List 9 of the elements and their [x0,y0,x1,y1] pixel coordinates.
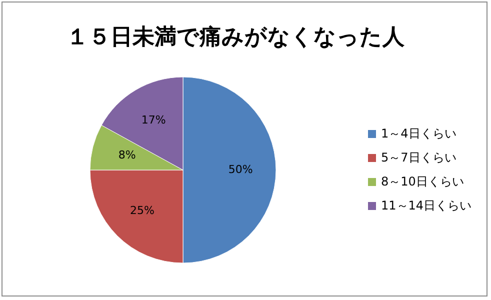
legend-label: 11～14日くらい [381,198,472,212]
chart-title: １５日未満で痛みがなくなった人 [66,25,406,50]
data-label: 17% [141,113,166,126]
data-label: 25% [130,204,154,217]
legend-label: 5～7日くらい [381,150,456,164]
legend-label: 8～10日くらい [381,174,464,188]
data-label: 8% [118,148,136,162]
legend-label: 1～4日くらい [381,126,456,140]
data-label: 50% [228,163,253,176]
